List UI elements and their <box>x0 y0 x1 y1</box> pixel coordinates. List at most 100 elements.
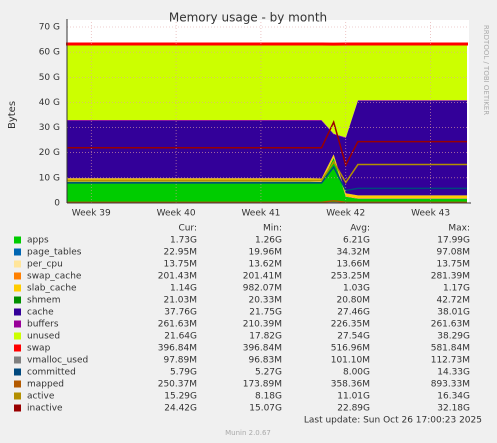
legend-label: committed <box>27 368 76 378</box>
legend-label: vmalloc_used <box>27 356 88 366</box>
legend-value: 22.95M <box>163 248 197 258</box>
legend-value: 20.80M <box>336 296 370 306</box>
legend-header: Min: <box>263 224 282 234</box>
legend-label: swap <box>27 344 51 354</box>
legend-label: mapped <box>27 380 64 390</box>
legend-label: unused <box>27 332 60 342</box>
legend-value: 19.96M <box>248 248 282 258</box>
x-tick-label: Week 39 <box>72 209 111 219</box>
legend-value: 1.03G <box>343 284 370 294</box>
legend-value: 13.62M <box>248 260 282 270</box>
legend-value: 15.29G <box>164 392 197 402</box>
legend-header: Cur: <box>178 224 197 234</box>
legend-swatch <box>14 332 21 340</box>
footer: Last update: Sun Oct 26 17:00:23 2025 <box>304 416 482 426</box>
legend-value: 261.63M <box>431 320 470 330</box>
legend-value: 27.54G <box>337 332 370 342</box>
line <box>67 165 467 192</box>
line <box>67 160 467 184</box>
legend-header: Max: <box>448 224 470 234</box>
y-axis-label: Bytes <box>7 101 18 129</box>
legend-swatch <box>14 260 21 268</box>
legend-value: 101.10M <box>331 356 370 366</box>
legend-label: slab_cache <box>27 284 77 294</box>
legend-label: inactive <box>27 404 63 414</box>
legend-value: 1.17G <box>443 284 470 294</box>
legend-value: 5.27G <box>255 368 282 378</box>
legend-swatch <box>14 356 21 364</box>
legend-value: 396.84M <box>243 344 282 354</box>
legend-value: 14.33G <box>437 368 470 378</box>
y-tick-label: 60 G <box>39 48 60 58</box>
legend-value: 97.08M <box>436 248 470 258</box>
y-tick-label: 0 <box>54 199 60 209</box>
legend-swatch <box>14 284 21 292</box>
legend-value: 34.32M <box>336 248 370 258</box>
legend-header: Avg: <box>350 224 370 234</box>
legend-value: 201.43M <box>158 272 197 282</box>
y-tick-label: 40 G <box>39 98 60 108</box>
legend-swatch <box>14 320 21 328</box>
legend-value: 173.89M <box>243 380 282 390</box>
legend-swatch <box>14 392 21 400</box>
legend-value: 396.84M <box>158 344 197 354</box>
legend-value: 11.01G <box>337 392 370 402</box>
legend-value: 1.73G <box>170 236 197 246</box>
x-tick-label: Week 43 <box>411 209 450 219</box>
legend-value: 358.36M <box>331 380 370 390</box>
legend-label: swap_cache <box>27 272 82 282</box>
legend-label: per_cpu <box>27 260 63 270</box>
legend-value: 8.18G <box>255 392 282 402</box>
y-tick-label: 20 G <box>39 148 60 158</box>
legend-swatch <box>14 344 21 352</box>
area <box>66 42 468 46</box>
legend-value: 13.75M <box>436 260 470 270</box>
legend-swatch <box>14 368 21 376</box>
legend-value: 15.07G <box>249 404 282 414</box>
legend-value: 22.89G <box>337 404 370 414</box>
legend-value: 13.75M <box>163 260 197 270</box>
chart-title: Memory usage - by month <box>169 11 327 25</box>
legend-value: 226.35M <box>331 320 370 330</box>
legend-label: cache <box>27 308 54 318</box>
legend-value: 253.25M <box>331 272 370 282</box>
legend-label: shmem <box>27 296 60 306</box>
legend-value: 1.26G <box>255 236 282 246</box>
y-tick-label: 50 G <box>39 73 60 83</box>
legend-value: 13.66M <box>336 260 370 270</box>
legend-value: 516.96M <box>331 344 370 354</box>
legend-label: active <box>27 392 55 402</box>
legend-value: 27.46G <box>337 308 370 318</box>
x-tick-label: Week 42 <box>326 209 365 219</box>
legend-value: 17.99G <box>437 236 470 246</box>
legend-swatch <box>14 248 21 256</box>
line <box>67 119 467 168</box>
legend-swatch <box>14 296 21 304</box>
version: Munin 2.0.67 <box>225 429 271 437</box>
legend-label: buffers <box>27 320 59 330</box>
legend-value: 32.18G <box>437 404 470 414</box>
legend-value: 38.29G <box>437 332 470 342</box>
x-tick-label: Week 40 <box>157 209 196 219</box>
legend-value: 38.01G <box>437 308 470 318</box>
legend-value: 250.37M <box>158 380 197 390</box>
legend-value: 1.14G <box>170 284 197 294</box>
legend-value: 20.33M <box>248 296 282 306</box>
side-text: RRDTOOL / TOBI OETIKER <box>482 25 490 115</box>
area <box>67 44 467 138</box>
y-tick-label: 10 G <box>39 173 60 183</box>
legend-value: 8.00G <box>343 368 370 378</box>
legend-swatch <box>14 272 21 280</box>
legend-value: 21.03M <box>163 296 197 306</box>
legend-value: 6.21G <box>343 236 370 246</box>
area <box>67 157 467 203</box>
legend-value: 21.75G <box>249 308 282 318</box>
y-tick-label: 30 G <box>39 123 60 133</box>
legend-value: 16.34G <box>437 392 470 402</box>
legend-value: 37.76G <box>164 308 197 318</box>
legend-value: 210.39M <box>243 320 282 330</box>
legend-value: 982.07M <box>243 284 282 294</box>
legend-swatch <box>14 380 21 388</box>
legend-swatch <box>14 236 21 244</box>
